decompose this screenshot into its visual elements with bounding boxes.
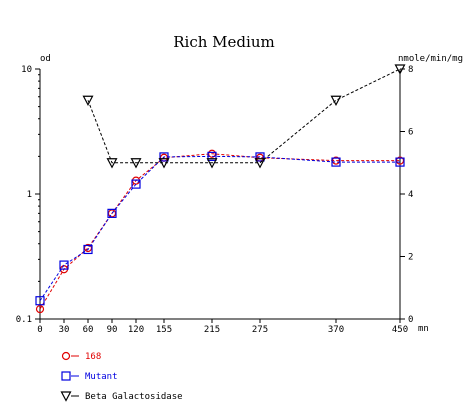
- x-tick-label: 90: [107, 325, 118, 335]
- x-tick-label: 215: [204, 325, 220, 335]
- y-right-tick-label: 6: [408, 128, 413, 138]
- legend: 168 Mutant Beta Galactosidase: [60, 351, 183, 402]
- legend-entry: 168: [61, 351, 101, 362]
- data-point: [35, 296, 45, 306]
- data-point: [35, 305, 45, 314]
- legend-marker: [60, 391, 72, 402]
- data-point: [395, 157, 405, 167]
- legend-label: Beta Galactosidase: [85, 392, 183, 402]
- y-left-axis-label: od: [40, 54, 51, 64]
- data-point: [106, 158, 118, 169]
- series-line: [39, 153, 400, 310]
- x-tick-label: 155: [156, 325, 172, 335]
- data-point: [82, 95, 94, 107]
- data-point: [394, 64, 406, 75]
- data-point: [130, 158, 142, 169]
- x-tick-label: 120: [128, 325, 144, 335]
- chart-title: Rich Medium: [173, 33, 274, 51]
- data-point: [107, 208, 117, 218]
- x-tick-label: 30: [59, 325, 70, 335]
- y-right-tick-label: 4: [408, 190, 413, 200]
- x-tick-label: 60: [83, 325, 94, 335]
- data-point: [207, 151, 217, 161]
- legend-label: 168: [85, 352, 101, 362]
- series-0: [35, 149, 405, 314]
- x-tick-label: 370: [328, 325, 344, 335]
- axes: 0 30 60 90 120 155 215 275 370 450 0.1 1 10 0 2 4 6 8: [16, 65, 414, 335]
- series-line: [39, 155, 400, 302]
- y-right-tick-label: 2: [408, 253, 413, 263]
- x-tick-label: 450: [392, 325, 408, 335]
- y-right-axis-label: nmole/min/mg: [398, 54, 463, 64]
- x-tick-label: 275: [252, 325, 268, 335]
- y-left-tick-label: 10: [21, 65, 32, 75]
- series-2: [82, 64, 406, 169]
- data-point: [206, 158, 218, 169]
- series-1: [35, 151, 405, 306]
- data-point: [330, 95, 342, 107]
- legend-marker: [61, 351, 71, 361]
- y-right-tick-label: 8: [408, 65, 413, 75]
- legend-entry: Mutant: [61, 371, 118, 382]
- data-point: [255, 152, 265, 162]
- series-layer: [35, 64, 406, 314]
- data-point: [159, 152, 169, 162]
- legend-label: Mutant: [85, 372, 118, 382]
- data-point: [331, 157, 341, 167]
- y-left-tick-label: 0.1: [16, 315, 32, 325]
- y-right-tick-label: 0: [408, 315, 413, 325]
- legend-marker: [61, 371, 71, 381]
- data-point: [158, 158, 170, 169]
- data-point: [59, 260, 69, 270]
- data-point: [254, 158, 266, 169]
- x-axis-label: mn: [418, 324, 429, 334]
- data-point: [83, 244, 93, 255]
- x-tick-label: 0: [37, 325, 42, 335]
- legend-entry: Beta Galactosidase: [60, 391, 183, 402]
- data-point: [131, 179, 141, 189]
- series-line: [87, 68, 401, 164]
- y-left-tick-label: 1: [27, 190, 32, 200]
